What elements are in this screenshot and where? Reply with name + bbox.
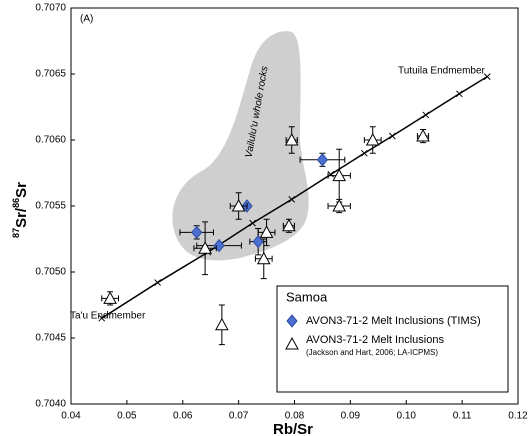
x-tick-label: 0.12: [508, 411, 528, 422]
mixing-tick: [98, 314, 106, 322]
mixing-tick: [360, 149, 368, 157]
x-tick-label: 0.09: [341, 411, 361, 422]
y-title-part: Sr/: [13, 207, 30, 228]
y-title-part: Sr: [13, 182, 30, 198]
legend-marker: [285, 336, 299, 350]
point: [365, 132, 380, 146]
y-tick-label: 0.7065: [35, 69, 66, 80]
point: [256, 251, 271, 265]
point: [316, 153, 329, 167]
point: [284, 132, 299, 146]
point: [416, 128, 430, 142]
region-shape: [172, 31, 309, 261]
point: [231, 198, 246, 212]
point: [282, 218, 296, 232]
x-tick-label: 0.04: [61, 411, 81, 422]
legend-note: (Jackson and Hart, 2006; LA-ICPMS): [306, 348, 438, 357]
x-tick-label: 0.08: [285, 411, 305, 422]
legend-label: AVON3-71-2 Melt Inclusions (TIMS): [306, 315, 481, 327]
legend-title: Samoa: [286, 289, 328, 304]
mixing-tick: [483, 73, 491, 80]
y-tick-label: 0.7055: [35, 201, 66, 212]
point: [332, 198, 347, 212]
y-tick-label: 0.7060: [35, 135, 66, 146]
y-tick-label: 0.7045: [35, 333, 66, 344]
x-tick-label: 0.07: [229, 411, 249, 422]
x-tick-label: 0.11: [453, 411, 472, 422]
point: [103, 291, 117, 304]
endmember-label: Tutuila Endmember: [398, 66, 486, 77]
y-title-part: 86: [11, 198, 21, 208]
point: [215, 317, 229, 331]
mixing-tick: [288, 196, 296, 203]
y-tick-label: 0.7040: [35, 399, 66, 410]
y-tick-label: 0.7050: [35, 267, 66, 278]
point: [252, 234, 264, 249]
mixing-tick: [154, 279, 161, 286]
legend-label: AVON3-71-2 Melt Inclusions: [306, 334, 444, 346]
point: [332, 168, 347, 182]
x-axis-title: Rb/Sr: [273, 421, 313, 436]
mixing-tick: [249, 219, 256, 227]
point: [259, 225, 274, 238]
point: [191, 225, 203, 240]
legend-marker: [286, 314, 298, 328]
legend-box: [276, 285, 509, 393]
x-tick-label: 0.10: [397, 411, 417, 422]
y-tick-label: 0.7070: [35, 3, 66, 14]
x-tick-label: 0.06: [173, 411, 193, 422]
endmember-label: Ta'u Endmember: [70, 311, 146, 322]
panel-label: (A): [80, 14, 93, 25]
mixing-tick: [327, 170, 335, 178]
mixing-tick: [455, 90, 463, 98]
y-title-part: 87: [11, 228, 21, 238]
point: [198, 241, 212, 254]
y-axis-title: 87Sr/86Sr: [11, 182, 30, 238]
mixing-tick: [422, 111, 430, 119]
x-tick-label: 0.05: [117, 411, 137, 422]
mixing-tick: [388, 132, 396, 140]
